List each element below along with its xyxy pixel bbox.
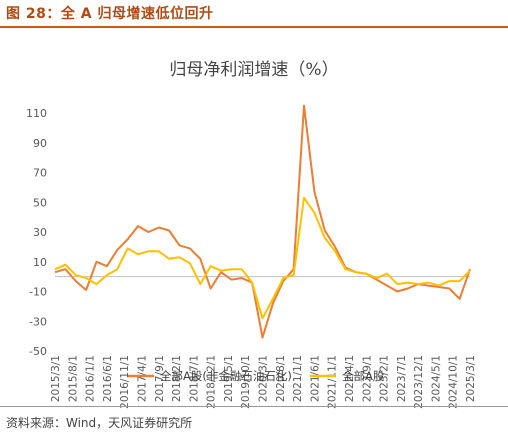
title-rule [0,26,508,28]
y-tick-label: -50 [29,345,47,358]
y-tick-label: 110 [26,107,47,120]
x-tick-label: 2019/10/1 [240,355,252,409]
x-tick-label: 2024/5/1 [430,355,442,402]
x-tick-label: 2018/7/1 [188,355,200,402]
series-1 [54,104,471,339]
x-tick-label: 2020/8/1 [275,355,287,402]
x-tick-label: 2018/2/1 [171,355,183,402]
x-tick-label: 2015/8/1 [67,355,79,402]
series-2 [54,196,471,320]
x-tick-label: 2021/1/1 [292,355,304,402]
x-tick-label: 2021/11/1 [327,355,339,409]
y-tick-label: 10 [33,256,47,269]
figure-title: 图 28：全 A 归母增速低位回升 [6,6,214,22]
x-tick-label: 2024/10/1 [448,355,460,409]
y-tick-label: 30 [33,226,47,239]
x-tick-label: 2019/5/1 [223,355,235,402]
x-tick-label: 2016/11/1 [119,355,131,409]
x-tick-label: 2022/9/1 [361,355,373,402]
y-tick-label: 90 [33,137,47,150]
x-tick-label: 2023/2/1 [379,355,391,402]
x-tick-label: 2022/4/1 [344,355,356,402]
x-tick-label: 2016/1/1 [85,355,97,402]
chart-title: 归母净利润增速（%） [169,60,338,80]
x-tick-label: 2016/6/1 [102,355,114,402]
legend-label: 全部A股 [342,369,385,383]
y-tick-label: -30 [29,315,47,328]
series-line [54,104,471,339]
y-tick-label: 50 [33,196,47,209]
x-tick-label: 2017/9/1 [154,355,166,402]
x-tick-label: 2023/12/1 [413,355,425,409]
source-rule [0,406,508,407]
x-tick-label: 2025/3/1 [465,355,477,402]
y-tick-label: -10 [29,286,47,299]
x-tick-label: 2020/3/1 [258,355,270,402]
series-line [54,196,471,320]
x-tick-label: 2015/3/1 [50,355,62,402]
legend-label: 全部A股(非金融石油石化) [160,369,292,383]
line-chart: 归母净利润增速（%） 110 90 70 50 30 10 -10 -30 -502015/3/… [26,60,477,409]
x-tick-label: 2018/12/1 [206,355,218,409]
x-tick-label: 2017/4/1 [136,355,148,402]
x-tick-label: 2023/7/1 [396,355,408,402]
x-tick-label: 2021/6/1 [309,355,321,402]
y-tick-label: 70 [33,167,47,180]
source-note: 资料来源：Wind，天风证券研究所 [6,416,193,430]
